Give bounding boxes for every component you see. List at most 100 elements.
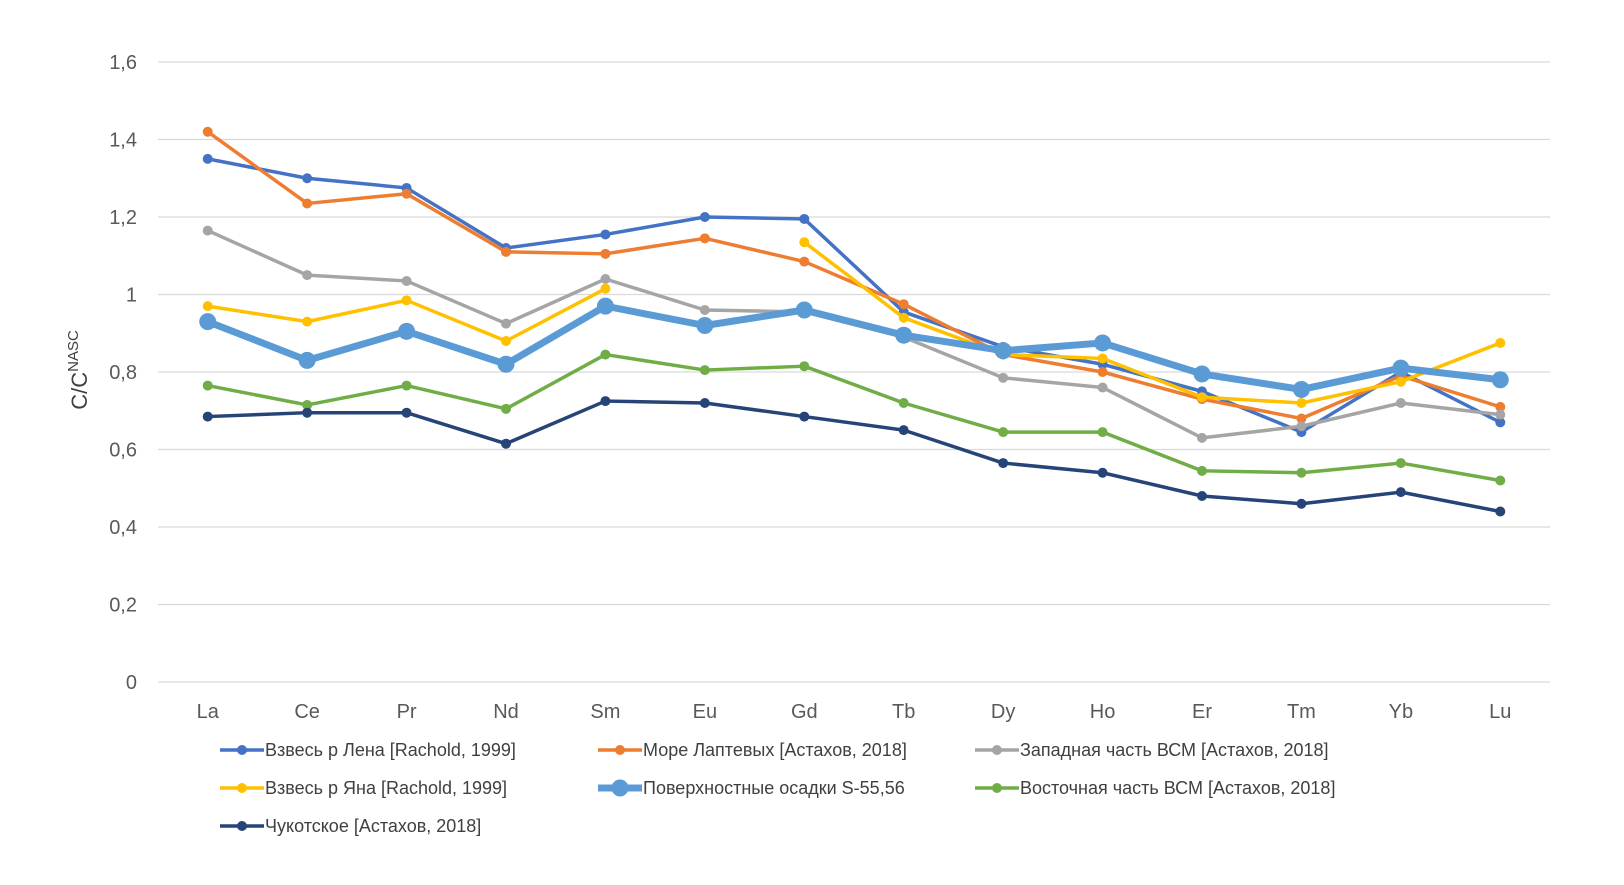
legend-item: Поверхностные осадки S-55,56: [598, 778, 905, 798]
y-tick-label: 1,2: [109, 207, 137, 229]
data-point: [600, 283, 611, 294]
data-point: [1193, 365, 1211, 383]
data-point: [795, 301, 813, 319]
data-point: [699, 212, 710, 222]
x-tick-label: Yb: [1389, 701, 1413, 723]
x-tick-label: La: [197, 701, 220, 723]
data-point: [998, 427, 1009, 438]
data-point: [1495, 506, 1506, 517]
data-point: [998, 372, 1009, 383]
x-tick-label: Nd: [493, 701, 519, 723]
y-tick-label: 1,6: [109, 52, 137, 74]
legend-marker: [237, 821, 247, 831]
data-point: [1395, 376, 1406, 387]
x-tick-label: Ho: [1090, 701, 1116, 723]
data-point: [401, 295, 412, 306]
data-point: [501, 246, 511, 257]
series-line: [202, 349, 1506, 486]
data-point: [600, 396, 611, 407]
data-point: [1197, 465, 1207, 476]
data-point: [1296, 413, 1307, 424]
series-path: [204, 302, 1504, 393]
x-tick-label: Dy: [991, 701, 1015, 723]
data-point: [202, 301, 213, 312]
y-tick-label: 1: [126, 285, 137, 307]
x-tick-label: Sm: [590, 701, 620, 723]
legend-item: Взвесь р Лена [Rachold, 1999]: [220, 740, 516, 760]
data-point: [302, 399, 313, 410]
data-point: [1495, 417, 1506, 428]
x-tick-label: Gd: [791, 701, 818, 723]
legend-label: Западная часть ВСМ [Астахов, 2018]: [1020, 740, 1329, 760]
data-point: [799, 213, 810, 224]
y-axis-label-superscript: NASC: [65, 330, 82, 372]
series-path: [802, 240, 1503, 405]
legend-item: Западная часть ВСМ [Астахов, 2018]: [975, 740, 1329, 760]
data-point: [1094, 334, 1112, 352]
x-tick-label: Ce: [294, 701, 320, 723]
series-path: [205, 352, 1503, 483]
y-tick-label: 0,8: [109, 362, 137, 384]
data-point: [799, 361, 810, 372]
data-point: [699, 365, 710, 376]
x-tick-label: Tm: [1287, 701, 1316, 723]
data-point: [600, 229, 611, 240]
x-axis-ticks: La Ce Pr Nd Sm Eu Gd Tb Dy Ho Er Tm Yb Lu: [197, 701, 1512, 723]
y-tick-label: 0,6: [109, 440, 137, 462]
data-point: [799, 237, 810, 248]
series-path: [205, 130, 1503, 421]
data-point: [1097, 467, 1108, 478]
data-point: [1296, 421, 1307, 432]
data-point: [302, 316, 313, 327]
series-path: [205, 157, 1503, 434]
data-point: [302, 407, 313, 418]
data-point: [898, 299, 909, 310]
x-tick-label: Pr: [397, 701, 417, 723]
data-point: [398, 322, 416, 340]
data-point: [202, 153, 213, 164]
series-line: [202, 153, 1506, 438]
series-lines: [199, 126, 1509, 517]
data-point: [898, 425, 909, 436]
data-point: [1395, 458, 1406, 469]
data-point: [497, 355, 515, 373]
data-point: [898, 398, 909, 408]
data-point: [1491, 371, 1509, 389]
data-point: [501, 438, 511, 449]
data-point: [199, 313, 217, 331]
data-point: [501, 336, 511, 346]
data-point: [1495, 409, 1506, 420]
data-point: [1197, 392, 1207, 403]
legend-item: Море Лаптевых [Астахов, 2018]: [598, 740, 907, 760]
data-point: [1495, 475, 1506, 486]
data-point: [202, 411, 213, 422]
data-point: [302, 173, 313, 184]
legend-marker: [992, 745, 1002, 755]
data-point: [401, 188, 412, 199]
x-tick-label: Er: [1192, 701, 1212, 723]
data-point: [994, 342, 1012, 360]
data-point: [998, 458, 1009, 469]
legend-label: Взвесь р Яна [Rachold, 1999]: [265, 778, 507, 798]
data-point: [600, 248, 611, 259]
data-point: [1296, 398, 1307, 408]
data-point: [1097, 367, 1108, 377]
data-point: [202, 126, 213, 137]
legend-label: Чукотское [Астахов, 2018]: [265, 816, 481, 836]
data-point: [1097, 382, 1108, 393]
y-tick-label: 0,2: [109, 595, 137, 617]
data-point: [799, 411, 810, 422]
y-tick-label: 1,4: [109, 130, 137, 152]
data-point: [1097, 427, 1108, 438]
data-point: [895, 326, 913, 344]
legend-label: Восточная часть ВСМ [Астахов, 2018]: [1020, 778, 1335, 798]
data-point: [596, 297, 614, 315]
data-point: [699, 305, 710, 315]
legend-label: Взвесь р Лена [Rachold, 1999]: [265, 740, 516, 760]
series-line: [202, 237, 1506, 408]
data-point: [298, 351, 316, 369]
data-point: [1097, 353, 1108, 364]
y-tick-label: 0,4: [109, 517, 137, 539]
